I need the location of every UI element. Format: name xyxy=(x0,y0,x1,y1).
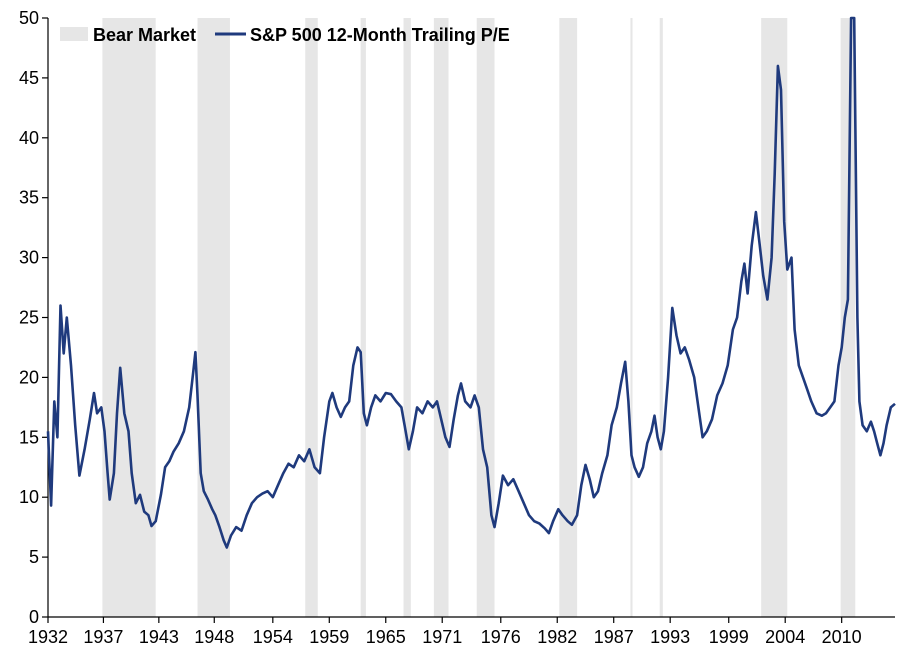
x-tick-label: 1959 xyxy=(309,627,349,647)
legend-label-bear-market: Bear Market xyxy=(93,25,196,45)
y-axis: 0 5 10 15 20 25 30 35 40 45 50 xyxy=(19,8,49,627)
x-tick-label: 1948 xyxy=(194,627,234,647)
x-tick-label: 1932 xyxy=(28,627,68,647)
x-tick-label: 1954 xyxy=(253,627,293,647)
y-tick-label: 5 xyxy=(29,547,39,567)
legend-swatch-bear-market xyxy=(60,27,88,41)
bear-market-band-11 xyxy=(840,18,856,617)
x-tick-label: 1993 xyxy=(650,627,690,647)
legend-label-pe-ratio: S&P 500 12-Month Trailing P/E xyxy=(250,25,510,45)
bear-market-band-6 xyxy=(476,18,495,617)
x-tick-label: 1937 xyxy=(83,627,123,647)
y-tick-label: 10 xyxy=(19,487,39,507)
y-tick-label: 25 xyxy=(19,308,39,328)
bear-market-band-9 xyxy=(659,18,663,617)
y-tick-label: 30 xyxy=(19,248,39,268)
y-tick-label: 20 xyxy=(19,367,39,387)
bear-market-band-8 xyxy=(630,18,633,617)
y-tick-label: 15 xyxy=(19,427,39,447)
x-tick-label: 2004 xyxy=(765,627,805,647)
y-tick-label: 40 xyxy=(19,128,39,148)
x-tick-label: 1943 xyxy=(139,627,179,647)
bear-market-band-4 xyxy=(403,18,411,617)
bear-market-band-2 xyxy=(305,18,318,617)
series-line-pe-ratio xyxy=(46,16,896,549)
legend: Bear Market S&P 500 12-Month Trailing P/… xyxy=(60,25,510,45)
bear-market-band-3 xyxy=(360,18,366,617)
x-tick-label: 1976 xyxy=(481,627,521,647)
y-tick-label: 50 xyxy=(19,8,39,28)
bear-market-band-1 xyxy=(197,18,230,617)
y-tick-label: 35 xyxy=(19,188,39,208)
y-tick-label: 0 xyxy=(29,607,39,627)
bear-market-band-10 xyxy=(761,18,788,617)
x-tick-label: 1965 xyxy=(366,627,406,647)
y-tick-label: 45 xyxy=(19,68,39,88)
x-tick-label: 1987 xyxy=(594,627,634,647)
x-tick-label: 1999 xyxy=(709,627,749,647)
bear-market-band-5 xyxy=(433,18,449,617)
x-tick-label: 1982 xyxy=(537,627,577,647)
x-tick-label: 1971 xyxy=(422,627,462,647)
bear-market-band-7 xyxy=(559,18,578,617)
bear-market-band-0 xyxy=(102,18,156,617)
x-axis: 1932 1937 1943 1948 1954 1959 1965 1971 1976 1982… xyxy=(28,616,895,647)
x-tick-label: 2010 xyxy=(822,627,862,647)
bear-market-bands xyxy=(102,18,856,617)
